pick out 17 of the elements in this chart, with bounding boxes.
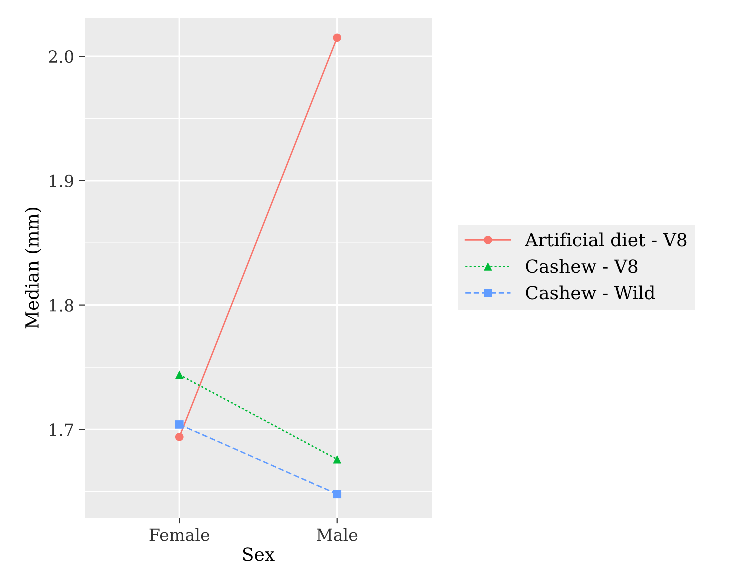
y-axis-title: Median (mm) <box>25 208 42 329</box>
point <box>333 34 342 42</box>
x-axis-title: Sex <box>243 548 275 562</box>
point <box>333 490 342 499</box>
point <box>175 420 184 429</box>
point <box>175 432 184 442</box>
y-tick-label: 1.7 <box>50 424 74 436</box>
y-tick-label: 1.9 <box>50 174 74 188</box>
point <box>333 455 342 464</box>
legend-label: Artificial diet - V8 <box>525 232 687 247</box>
y-tick-label: 1.8 <box>50 299 74 312</box>
legend-label: Cashew - Wild <box>526 286 656 300</box>
y-tick-label: 2.0 <box>49 50 74 64</box>
x-tick-label: Male <box>317 528 358 542</box>
x-tick-label: Female <box>150 528 210 542</box>
point <box>175 370 184 380</box>
legend-label: Cashew - V8 <box>526 259 638 274</box>
